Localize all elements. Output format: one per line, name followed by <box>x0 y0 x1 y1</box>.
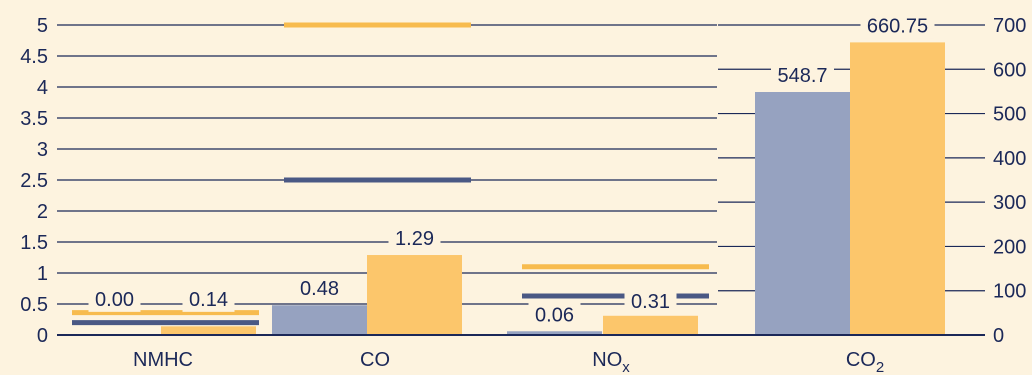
left-tick-label: 5 <box>37 15 48 37</box>
right-tick-label: 400 <box>993 148 1026 170</box>
data-label-bg <box>771 62 834 89</box>
left-tick-label: 3 <box>37 139 48 161</box>
right-tick-label: 700 <box>993 15 1026 37</box>
bar <box>161 326 256 335</box>
bar <box>367 255 462 335</box>
category-label: NMHC <box>133 349 193 371</box>
right-tick-label: 600 <box>993 59 1026 81</box>
right-tick-label: 100 <box>993 281 1026 303</box>
bar <box>755 92 850 335</box>
left-tick-label: 2.5 <box>20 170 48 192</box>
bar <box>603 315 698 335</box>
data-label-bg <box>88 285 141 312</box>
left-tick-label: 1.5 <box>20 232 48 254</box>
right-tick-label: 500 <box>993 104 1026 126</box>
left-tick-label: 0.5 <box>20 294 48 316</box>
category-label: NOx <box>592 349 630 375</box>
data-label: 0.06 <box>535 304 574 326</box>
bar <box>850 42 945 335</box>
data-label: 548.7 <box>777 65 827 87</box>
data-label-bg <box>293 275 346 302</box>
data-label: 0.31 <box>631 291 670 313</box>
bar <box>272 305 367 335</box>
left-tick-label: 3.5 <box>20 108 48 130</box>
right-tick-label: 200 <box>993 236 1026 258</box>
right-tick-label: 300 <box>993 192 1026 214</box>
category-subscript: 2 <box>876 359 884 375</box>
limit-lines <box>72 22 709 326</box>
left-tick-label: 4.5 <box>20 46 48 68</box>
bar <box>507 331 602 335</box>
data-label-bg <box>182 285 235 312</box>
left-tick-label: 4 <box>37 77 48 99</box>
data-label: 0.00 <box>95 289 134 311</box>
category-label: CO2 <box>846 349 884 375</box>
category-subscript: x <box>622 359 630 375</box>
data-label-bg <box>860 12 935 39</box>
data-label: 1.29 <box>395 228 434 250</box>
data-label-bg <box>528 301 581 328</box>
category-label: CO <box>360 349 390 371</box>
left-tick-label: 1 <box>37 263 48 285</box>
data-label: 0.48 <box>300 278 339 300</box>
left-tick-label: 0 <box>37 325 48 347</box>
left-tick-label: 2 <box>37 201 48 223</box>
data-label: 660.75 <box>867 15 928 37</box>
right-tick-label: 0 <box>993 325 1004 347</box>
data-label-bg <box>388 225 441 252</box>
bars <box>161 42 945 335</box>
data-label-bg <box>624 287 677 314</box>
data-label: 0.14 <box>189 289 228 311</box>
labels: 0 0.5 1 1.5 2 2.5 3 3.5 4 4.5 5 0 100 200 300 400 500 600… <box>20 12 1026 375</box>
